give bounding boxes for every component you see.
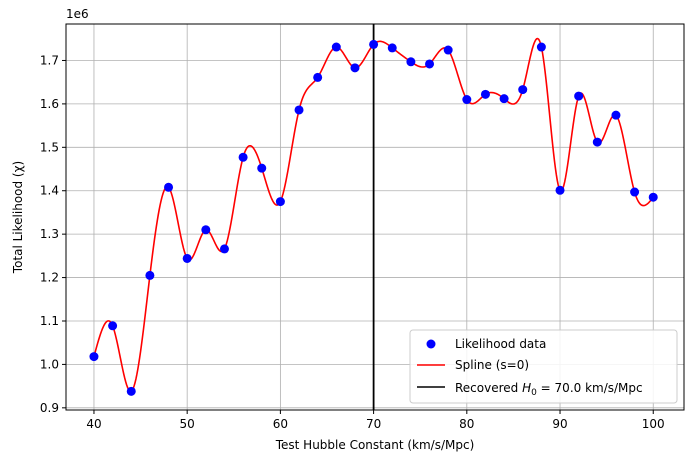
axes-frame <box>65 23 685 411</box>
data-point <box>406 57 416 67</box>
y-axis-label: Total Likelihood (χ) <box>11 161 25 274</box>
legend-label-spline: Spline (s=0) <box>455 358 529 372</box>
likelihood-points <box>89 39 658 396</box>
grid-lines <box>66 24 684 410</box>
data-point <box>350 63 360 73</box>
data-point <box>182 253 192 263</box>
data-point <box>462 95 472 105</box>
data-point <box>443 45 453 55</box>
data-point <box>555 185 565 195</box>
x-axis-label: Test Hubble Constant (km/s/Mpc) <box>275 438 475 452</box>
data-point <box>108 321 118 331</box>
y-tick-label: 1.6 <box>40 97 59 111</box>
x-axis-ticks: 40 50 60 70 80 90 100 <box>86 410 665 431</box>
data-point <box>275 197 285 207</box>
x-tick-label: 50 <box>180 417 195 431</box>
data-point <box>294 105 304 115</box>
data-point <box>89 352 99 362</box>
data-point <box>313 72 323 82</box>
data-point <box>574 91 584 101</box>
data-point <box>536 42 546 52</box>
legend-label-likelihood-data: Likelihood data <box>455 337 546 351</box>
y-tick-label: 1.4 <box>40 184 59 198</box>
legend-label-recovered-h0: Recovered H0 = 70.0 km/s/Mpc <box>455 381 643 398</box>
data-point <box>480 89 490 99</box>
y-tick-label: 1.2 <box>40 271 59 285</box>
data-point <box>331 42 341 52</box>
x-tick-label: 100 <box>642 417 665 431</box>
y-tick-label: 1.5 <box>40 140 59 154</box>
data-point <box>611 110 621 120</box>
x-tick-label: 40 <box>86 417 101 431</box>
legend-box <box>409 329 678 404</box>
data-point <box>201 225 211 235</box>
legend-label-symbol: H <box>522 381 531 395</box>
y-tick-label: 1.1 <box>40 314 59 328</box>
legend: Likelihood data Spline (s=0) Recovered H… <box>409 329 678 404</box>
legend-label-suffix: = 70.0 km/s/Mpc <box>537 381 643 395</box>
x-tick-label: 70 <box>366 417 381 431</box>
data-point <box>369 39 379 49</box>
y-tick-label: 1.7 <box>40 53 59 67</box>
data-point <box>648 192 658 202</box>
data-point <box>425 59 435 69</box>
data-point <box>592 137 602 147</box>
data-point <box>238 152 248 162</box>
y-tick-label: 1.0 <box>40 357 59 371</box>
data-point <box>145 270 155 280</box>
x-tick-label: 90 <box>552 417 567 431</box>
x-tick-label: 60 <box>273 417 288 431</box>
data-point <box>164 182 174 192</box>
legend-label-prefix: Recovered <box>455 381 522 395</box>
data-point <box>387 43 397 53</box>
data-point <box>257 163 267 173</box>
y-tick-label: 1.3 <box>40 227 59 241</box>
data-point <box>219 244 229 254</box>
data-point <box>126 386 136 396</box>
legend-label-subscript: 0 <box>531 388 537 398</box>
legend-marker-likelihood-data <box>426 339 436 349</box>
data-point <box>630 187 640 197</box>
data-point <box>499 94 509 104</box>
x-tick-label: 80 <box>459 417 474 431</box>
data-point <box>518 85 528 95</box>
y-axis-offset-label: 1e6 <box>66 7 89 21</box>
y-axis-ticks: 0.9 1.0 1.1 1.2 1.3 1.4 1.5 1.6 1.7 <box>40 53 66 415</box>
y-tick-label: 0.9 <box>40 401 59 415</box>
